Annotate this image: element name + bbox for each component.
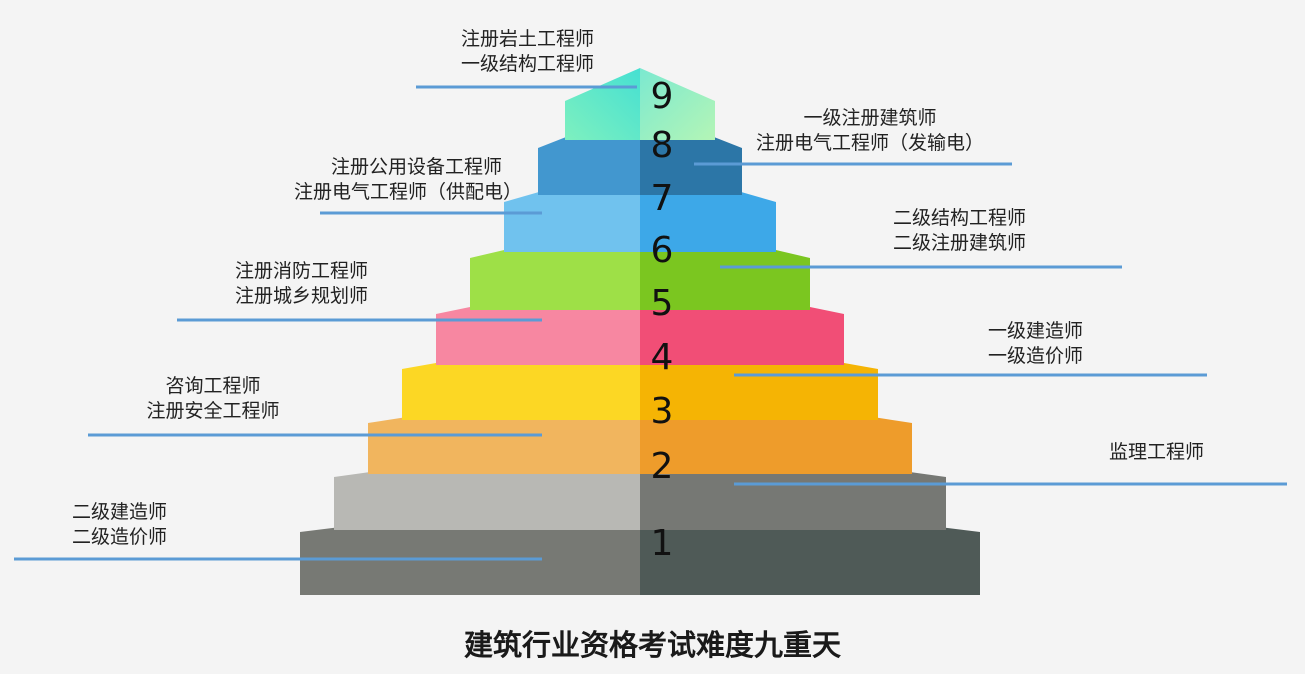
level-6-labels: 二级结构工程师 二级注册建筑师 <box>840 206 1026 256</box>
level-5-label-1: 注册消防工程师 <box>234 260 368 282</box>
level-5-number: 5 <box>651 283 674 324</box>
diagram-title: 建筑行业资格考试难度九重天 <box>463 628 841 662</box>
level-9-label-1: 注册岩土工程师 <box>460 28 594 50</box>
level-2-labels: 监理工程师 <box>1050 440 1204 465</box>
level-7-label-2: 注册电气工程师（供配电） <box>293 181 522 203</box>
level-6-number: 6 <box>651 230 674 271</box>
level-5-label-2: 注册城乡规划师 <box>234 285 368 307</box>
level-9-left-face <box>565 68 640 140</box>
level-7-label-1: 注册公用设备工程师 <box>330 156 502 178</box>
level-3-label-2: 注册安全工程师 <box>146 400 280 422</box>
level-2-label-1: 监理工程师 <box>1108 441 1204 463</box>
level-6-label-2: 二级注册建筑师 <box>892 232 1026 254</box>
level-9-right-face <box>640 68 715 140</box>
level-4-label-1: 一级建造师 <box>987 320 1083 342</box>
level-8-label-2: 注册电气工程师（发输电） <box>755 132 984 154</box>
level-7-labels: 注册公用设备工程师 注册电气工程师（供配电） <box>268 155 522 205</box>
level-8-number: 8 <box>651 125 674 166</box>
level-1-label-2: 二级造价师 <box>71 526 167 548</box>
level-9-number: 9 <box>651 76 674 117</box>
level-2-number: 2 <box>651 446 674 487</box>
pyramid-level-9 <box>565 68 715 140</box>
level-1-label-1: 二级建造师 <box>71 501 167 523</box>
level-8-label-1: 一级注册建筑师 <box>803 107 937 129</box>
level-9-label-2: 一级结构工程师 <box>460 53 594 75</box>
level-5-labels: 注册消防工程师 注册城乡规划师 <box>180 259 368 309</box>
level-4-number: 4 <box>651 337 674 378</box>
level-3-number: 3 <box>651 391 674 432</box>
level-7-number: 7 <box>651 178 674 219</box>
level-4-labels: 一级建造师 一级造价师 <box>940 319 1083 369</box>
level-1-labels: 二级建造师 二级造价师 <box>40 500 167 550</box>
level-3-labels: 咨询工程师 注册安全工程师 <box>118 374 308 424</box>
level-8-labels: 一级注册建筑师 注册电气工程师（发输电） <box>740 106 1000 156</box>
level-4-label-2: 一级造价师 <box>987 345 1083 367</box>
level-9-labels: 注册岩土工程师 一级结构工程师 <box>420 27 594 77</box>
level-1-number: 1 <box>651 523 674 564</box>
level-3-label-1: 咨询工程师 <box>165 375 261 397</box>
level-6-label-1: 二级结构工程师 <box>892 207 1026 229</box>
